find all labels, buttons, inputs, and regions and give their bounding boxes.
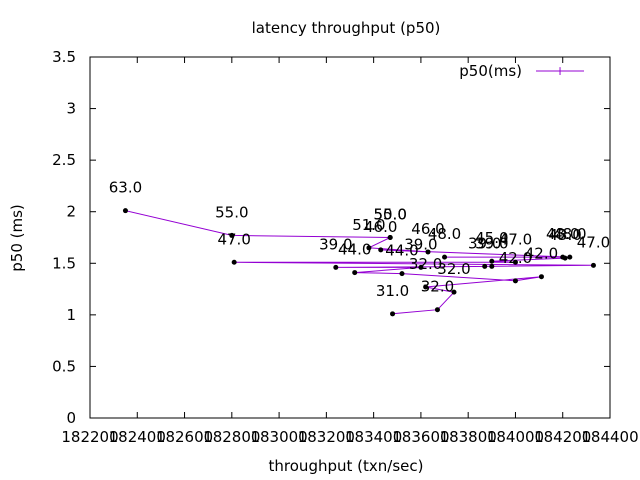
- data-point: [512, 259, 518, 265]
- x-tick-label: 184000: [487, 428, 544, 446]
- data-point: [387, 235, 393, 240]
- data-point: [489, 258, 495, 264]
- y-tick-label: 1: [66, 306, 76, 324]
- x-tick-label: 182800: [203, 428, 260, 446]
- data-label: 32.0: [421, 278, 454, 296]
- y-tick-label: 0.5: [52, 357, 76, 375]
- data-label: 55.0: [373, 206, 406, 224]
- y-tick-label: 3: [66, 100, 76, 118]
- data-point: [352, 270, 358, 276]
- data-point: [378, 247, 384, 253]
- data-point: [366, 245, 372, 251]
- x-tick-label: 182600: [156, 428, 213, 446]
- data-point: [122, 208, 128, 214]
- data-label: 39.0: [468, 234, 501, 252]
- x-axis-label: throughput (txn/sec): [269, 457, 424, 475]
- y-tick-label: 0: [66, 409, 76, 427]
- data-point: [418, 264, 424, 270]
- x-tick-label: 183000: [250, 428, 307, 446]
- data-label: 44.0: [338, 241, 371, 259]
- data-label: 46.0: [364, 218, 397, 236]
- legend-marker: +: [555, 64, 565, 78]
- data-point: [512, 278, 518, 284]
- x-tick-label: 183800: [440, 428, 497, 446]
- data-point: [423, 284, 429, 290]
- data-point: [231, 259, 237, 265]
- y-axis-label: p50 (ms): [8, 204, 26, 272]
- plot-border: [89, 56, 611, 419]
- x-tick-label: 184400: [581, 428, 638, 446]
- data-point-labels: 31.0 32.032.032.042.042.044.044.0 39.039.0…: [109, 179, 610, 300]
- y-tick-label: 3.5: [52, 48, 76, 66]
- data-label: 47.0: [577, 233, 610, 251]
- data-label: 39.0: [404, 235, 437, 253]
- chart-title: latency throughput (p50): [252, 19, 441, 37]
- x-axis: 1822001824001826001828001830001832001834…: [61, 57, 639, 446]
- data-label: 44.0: [385, 242, 418, 260]
- data-label: 47.0: [217, 230, 250, 248]
- data-point: [434, 307, 440, 313]
- data-label: 42.0: [525, 245, 558, 263]
- data-point-markers: [122, 208, 596, 317]
- data-point: [442, 254, 448, 260]
- data-point: [590, 262, 596, 268]
- series-line: [125, 210, 594, 315]
- x-tick-label: 182200: [61, 428, 118, 446]
- data-point: [560, 254, 566, 260]
- data-label: 42.0: [499, 249, 532, 267]
- data-label: 51.0: [352, 216, 385, 234]
- y-tick-label: 2.5: [52, 151, 76, 169]
- legend-label: p50(ms): [459, 62, 522, 80]
- x-tick-label: 184200: [534, 428, 591, 446]
- data-label: 48.0: [553, 225, 586, 243]
- data-point: [229, 232, 235, 238]
- x-tick-label: 183600: [392, 428, 449, 446]
- data-label: 46.0: [411, 220, 444, 238]
- data-label: 55.0: [215, 203, 248, 221]
- y-tick-label: 1.5: [52, 254, 76, 272]
- data-point: [538, 274, 544, 280]
- data-label: 48.0: [428, 225, 461, 243]
- data-point: [333, 264, 339, 270]
- y-axis: 0 0.5 1 1.5 2 2.5 3 3.5: [52, 48, 610, 427]
- data-label: 39.0: [319, 235, 352, 253]
- plot-area: [89, 56, 611, 419]
- data-label: 39.0: [475, 234, 508, 252]
- data-point: [425, 249, 431, 255]
- x-tick-label: 183400: [345, 428, 402, 446]
- data-point: [489, 263, 495, 269]
- data-point: [482, 263, 488, 269]
- legend: p50(ms) +: [459, 62, 584, 80]
- data-label: 45.0: [475, 229, 508, 247]
- data-series-line: [125, 210, 594, 315]
- data-label: 63.0: [109, 179, 142, 197]
- data-point: [567, 254, 573, 260]
- data-label: 32.0: [437, 260, 470, 278]
- data-point: [399, 271, 405, 277]
- x-tick-label: 183200: [298, 428, 355, 446]
- data-point: [451, 289, 457, 295]
- y-tick-label: 2: [66, 203, 76, 221]
- data-label: 43.0: [548, 226, 581, 244]
- data-label: 47.0: [499, 230, 532, 248]
- data-point: [390, 311, 396, 317]
- data-label: 48.0: [546, 225, 579, 243]
- data-label: 31.0: [376, 282, 409, 300]
- data-label: 50.0: [373, 206, 406, 224]
- data-label: 32.0: [409, 255, 442, 273]
- x-tick-label: 182400: [109, 428, 166, 446]
